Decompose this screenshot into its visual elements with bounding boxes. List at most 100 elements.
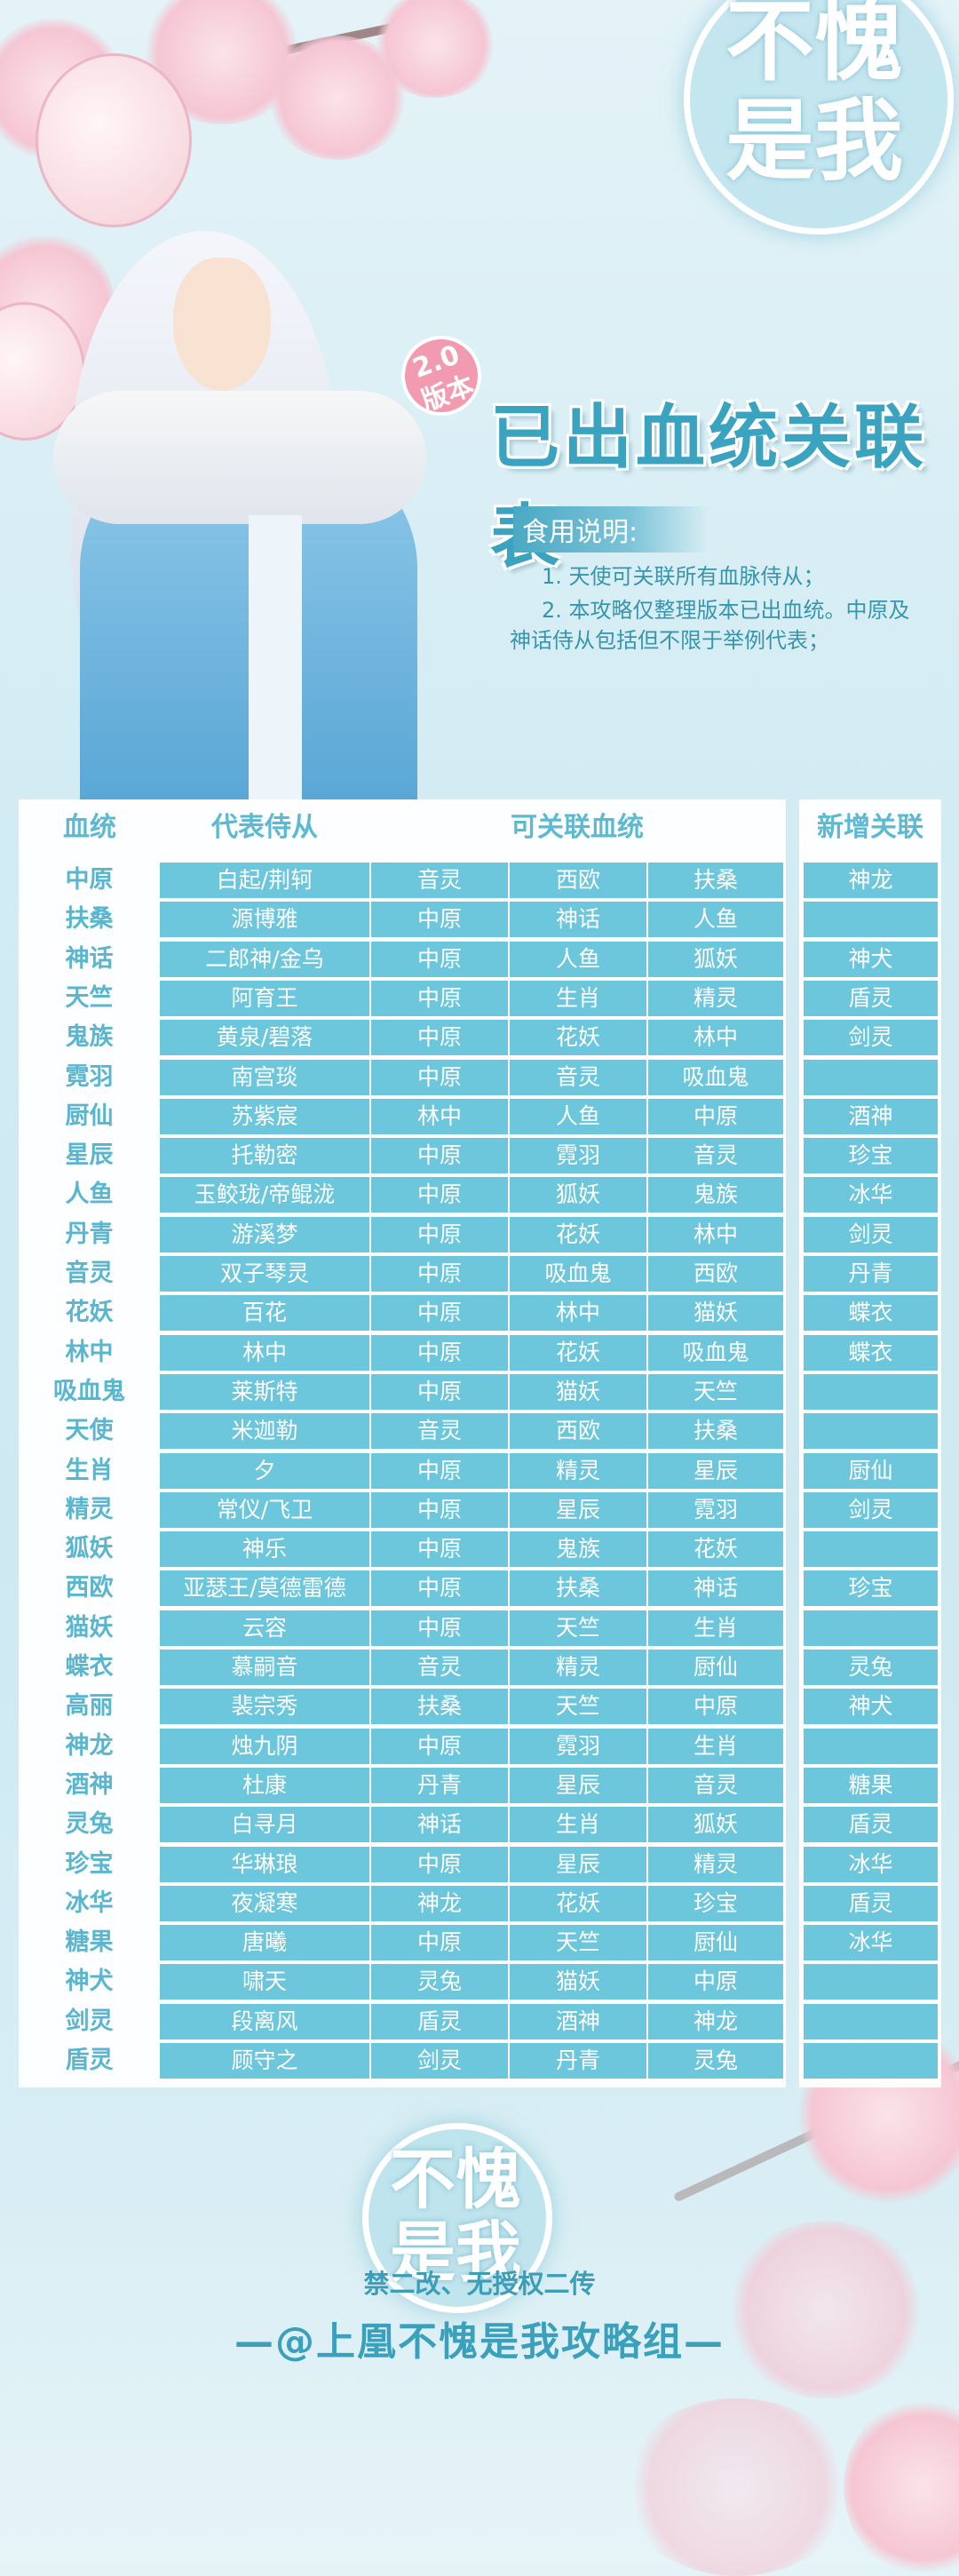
- new-link-cell: [804, 1610, 938, 1646]
- lineage-name: 人鱼: [65, 1181, 114, 1209]
- related-lineage-cell: 扶桑: [648, 863, 783, 898]
- representative-cell: 百花: [160, 1295, 369, 1332]
- lineage-name: 盾灵: [65, 2047, 114, 2074]
- usage-note-2: 2. 本攻略仅整理版本已出血统。中原及神话侍从包括但不限于举例代表；: [510, 598, 910, 653]
- related-lineage-cell: 猫妖: [510, 1964, 646, 2000]
- related-lineage-cell: 天竺: [648, 1373, 783, 1410]
- related-lineage-cell: 神话: [648, 1570, 783, 1607]
- column-header-related: 可关联血统: [511, 812, 644, 843]
- representative-cell: 托勒密: [160, 1138, 369, 1174]
- logo-bottom-line-1: 不愧: [390, 2142, 521, 2218]
- related-lineage-cell: 中原: [371, 1728, 508, 1764]
- lineage-name: 猫妖: [65, 1613, 114, 1642]
- representative-cell: 双子琴灵: [160, 1256, 369, 1292]
- related-lineage-cell: 音灵: [371, 1650, 508, 1685]
- new-link-cell: [804, 1373, 938, 1410]
- logo-stamp-bottom: 不愧 是我: [362, 2123, 552, 2313]
- related-lineage-cell: 中原: [371, 980, 508, 1016]
- page-title: 已出血统关联表: [490, 398, 928, 577]
- related-lineage-cell: 花妖: [510, 1334, 646, 1371]
- lineage-name: 西欧: [65, 1574, 114, 1602]
- related-lineage-cell: 灵兔: [371, 1964, 508, 2000]
- related-lineage-cell: 猫妖: [510, 1373, 646, 1410]
- related-lineage-cell: 中原: [371, 1138, 508, 1174]
- related-lineage-cell: 精灵: [648, 1846, 783, 1882]
- related-lineage-cell: 中原: [371, 1177, 508, 1213]
- new-link-cell: 神犬: [804, 1689, 938, 1725]
- related-lineage-cell: 星辰: [648, 1452, 783, 1489]
- new-link-cell: 神犬: [804, 941, 938, 977]
- related-lineage-cell: 林中: [648, 1216, 783, 1252]
- related-lineage-cell: 厨仙: [648, 1650, 783, 1685]
- related-lineage-cell: 人鱼: [510, 941, 646, 977]
- lineage-name: 珍宝: [65, 1849, 114, 1878]
- lineage-name: 丹青: [65, 1220, 114, 1248]
- related-lineage-cell: 花妖: [648, 1531, 783, 1568]
- related-lineage-cell: 中原: [371, 1295, 508, 1332]
- copyright-notice: 禁二改、无授权二传: [363, 2269, 596, 2299]
- representative-cell: 常仪/飞卫: [160, 1491, 369, 1528]
- representative-cell: 啸天: [160, 1964, 369, 2000]
- representative-cell: 莱斯特: [160, 1373, 369, 1410]
- related-lineage-cell: 吸血鬼: [648, 1334, 783, 1371]
- lineage-name: 蝶衣: [65, 1653, 114, 1681]
- related-lineage-cell: 星辰: [510, 1767, 646, 1803]
- related-lineage-cell: 神话: [510, 902, 646, 938]
- representative-cell: 华琳琅: [160, 1846, 369, 1882]
- new-link-cell: 冰华: [804, 1925, 938, 1961]
- representative-cell: 唐曦: [160, 1925, 369, 1961]
- related-lineage-cell: 中原: [648, 1964, 783, 2000]
- logo-bottom-line-2: 是我: [390, 2214, 521, 2291]
- lineage-name: 音灵: [65, 1260, 114, 1287]
- lineage-name: 吸血鬼: [53, 1377, 125, 1405]
- lineage-name: 神龙: [65, 1731, 114, 1760]
- related-lineage-cell: 音灵: [371, 1413, 508, 1450]
- lineage-name: 花妖: [65, 1299, 114, 1327]
- new-link-cell: 厨仙: [804, 1452, 938, 1489]
- representative-cell: 杜康: [160, 1767, 369, 1803]
- related-lineage-cell: 西欧: [510, 1413, 646, 1450]
- new-link-cell: 神龙: [804, 863, 938, 898]
- new-link-cell: 蝶衣: [804, 1295, 938, 1332]
- related-lineage-cell: 丹青: [510, 2043, 646, 2079]
- related-lineage-cell: 中原: [371, 902, 508, 938]
- related-lineage-cell: 神龙: [371, 1885, 508, 1921]
- representative-cell: 苏紫宸: [160, 1098, 369, 1134]
- related-lineage-cell: 中原: [371, 1570, 508, 1607]
- related-lineage-cell: 狐妖: [648, 1807, 783, 1843]
- representative-cell: 段离风: [160, 2003, 369, 2039]
- related-lineage-cell: 花妖: [510, 1020, 646, 1056]
- new-link-cell: [804, 1531, 938, 1568]
- lineage-name: 冰华: [65, 1888, 114, 1917]
- logo-stamp-top: 不愧 是我: [684, 0, 954, 235]
- related-lineage-cell: 鬼族: [510, 1531, 646, 1568]
- representative-cell: 白寻月: [160, 1807, 369, 1843]
- new-link-cell: 盾灵: [804, 1885, 938, 1921]
- lineage-name: 天竺: [65, 983, 114, 1012]
- representative-cell: 玉鲛珑/帝鲲泷: [160, 1177, 369, 1213]
- lantern-icon: [36, 53, 192, 227]
- representative-cell: 源博雅: [160, 902, 369, 938]
- related-lineage-cell: 吸血鬼: [510, 1256, 646, 1292]
- new-link-cell: [804, 2003, 938, 2039]
- lineage-name: 剑灵: [65, 2007, 114, 2035]
- author-credit: —@上凰不愧是我攻略组—: [234, 2319, 725, 2365]
- representative-cell: 云容: [160, 1610, 369, 1646]
- lineage-name: 生肖: [65, 1456, 114, 1484]
- column-header-representative: 代表侍从: [211, 812, 318, 843]
- related-lineage-cell: 神龙: [648, 2003, 783, 2039]
- related-lineage-cell: 丹青: [371, 1767, 508, 1803]
- related-lineage-cell: 吸血鬼: [648, 1059, 783, 1095]
- lineage-name: 中原: [65, 866, 114, 894]
- lineage-name: 星辰: [65, 1141, 114, 1170]
- new-link-cell: [804, 902, 938, 938]
- usage-note-1: 1. 天使可关联所有血脉侍从；: [542, 564, 825, 589]
- related-lineage-cell: 盾灵: [371, 2003, 508, 2039]
- lineage-name: 神话: [65, 944, 114, 973]
- related-lineage-cell: 剑灵: [371, 2043, 508, 2079]
- related-lineage-cell: 霓羽: [510, 1728, 646, 1764]
- related-lineage-cell: 鬼族: [648, 1177, 783, 1213]
- related-lineage-cell: 扶桑: [510, 1570, 646, 1607]
- related-lineage-cell: 中原: [371, 1452, 508, 1489]
- related-lineage-cell: 音灵: [510, 1059, 646, 1095]
